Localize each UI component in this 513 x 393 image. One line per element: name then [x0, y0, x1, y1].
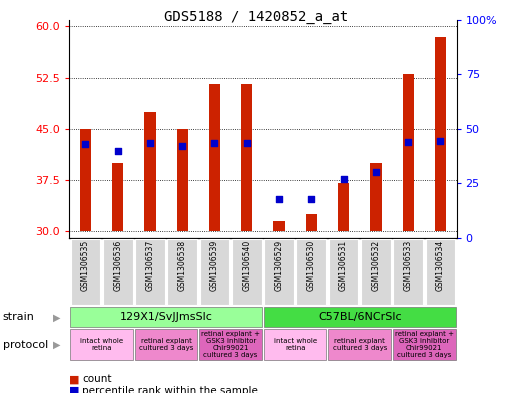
Text: ■: ■	[69, 386, 80, 393]
Text: intact whole
retina: intact whole retina	[80, 338, 123, 351]
Text: GSM1306538: GSM1306538	[177, 240, 187, 291]
Point	[404, 139, 412, 145]
Point	[307, 195, 315, 202]
Text: ■: ■	[69, 374, 80, 384]
Bar	[435, 37, 446, 231]
Bar	[338, 183, 349, 231]
FancyBboxPatch shape	[167, 239, 197, 305]
FancyBboxPatch shape	[426, 239, 455, 305]
FancyBboxPatch shape	[329, 239, 359, 305]
Text: GSM1306534: GSM1306534	[436, 240, 445, 291]
Text: ▶: ▶	[53, 340, 60, 350]
Point	[372, 169, 380, 175]
Text: GSM1306539: GSM1306539	[210, 240, 219, 291]
Bar	[209, 84, 220, 231]
FancyBboxPatch shape	[328, 329, 391, 360]
Text: retinal explant
cultured 3 days: retinal explant cultured 3 days	[139, 338, 193, 351]
Bar	[241, 84, 252, 231]
Point	[210, 140, 219, 146]
FancyBboxPatch shape	[297, 239, 326, 305]
Point	[113, 147, 122, 154]
Text: GDS5188 / 1420852_a_at: GDS5188 / 1420852_a_at	[164, 10, 349, 24]
Text: intact whole
retina: intact whole retina	[273, 338, 317, 351]
Text: retinal explant
cultured 3 days: retinal explant cultured 3 days	[332, 338, 387, 351]
Text: count: count	[82, 374, 112, 384]
Text: GSM1306531: GSM1306531	[339, 240, 348, 291]
Text: protocol: protocol	[3, 340, 48, 350]
Point	[81, 141, 89, 147]
Text: GSM1306532: GSM1306532	[371, 240, 380, 291]
Text: C57BL/6NCrSlc: C57BL/6NCrSlc	[318, 312, 402, 322]
Point	[275, 195, 283, 202]
FancyBboxPatch shape	[70, 307, 262, 327]
Bar	[144, 112, 155, 231]
Bar	[80, 129, 91, 231]
Text: retinal explant +
GSK3 inhibitor
Chir99021
cultured 3 days: retinal explant + GSK3 inhibitor Chir990…	[201, 331, 260, 358]
Text: GSM1306540: GSM1306540	[242, 240, 251, 291]
FancyBboxPatch shape	[393, 239, 423, 305]
Bar	[273, 221, 285, 231]
Text: GSM1306529: GSM1306529	[274, 240, 284, 291]
FancyBboxPatch shape	[232, 239, 262, 305]
Text: ▶: ▶	[53, 312, 60, 322]
FancyBboxPatch shape	[135, 239, 165, 305]
FancyBboxPatch shape	[393, 329, 456, 360]
Text: GSM1306537: GSM1306537	[146, 240, 154, 291]
Text: 129X1/SvJJmsSlc: 129X1/SvJJmsSlc	[120, 312, 212, 322]
FancyBboxPatch shape	[135, 329, 198, 360]
Text: strain: strain	[3, 312, 34, 322]
Bar	[370, 163, 382, 231]
FancyBboxPatch shape	[71, 239, 100, 305]
Point	[243, 140, 251, 146]
FancyBboxPatch shape	[264, 329, 326, 360]
FancyBboxPatch shape	[264, 239, 294, 305]
FancyBboxPatch shape	[103, 239, 132, 305]
FancyBboxPatch shape	[200, 329, 262, 360]
Text: retinal explant +
GSK3 inhibitor
Chir99021
cultured 3 days: retinal explant + GSK3 inhibitor Chir990…	[395, 331, 454, 358]
FancyBboxPatch shape	[264, 307, 456, 327]
Text: GSM1306530: GSM1306530	[307, 240, 316, 291]
Bar	[176, 129, 188, 231]
Text: GSM1306535: GSM1306535	[81, 240, 90, 291]
Text: GSM1306533: GSM1306533	[404, 240, 412, 291]
Text: percentile rank within the sample: percentile rank within the sample	[82, 386, 258, 393]
Point	[146, 140, 154, 146]
Bar	[403, 74, 414, 231]
FancyBboxPatch shape	[200, 239, 229, 305]
Point	[178, 143, 186, 149]
Bar	[306, 214, 317, 231]
Text: GSM1306536: GSM1306536	[113, 240, 122, 291]
Point	[340, 176, 348, 182]
Bar	[112, 163, 123, 231]
FancyBboxPatch shape	[70, 329, 133, 360]
FancyBboxPatch shape	[361, 239, 391, 305]
Point	[437, 138, 445, 144]
